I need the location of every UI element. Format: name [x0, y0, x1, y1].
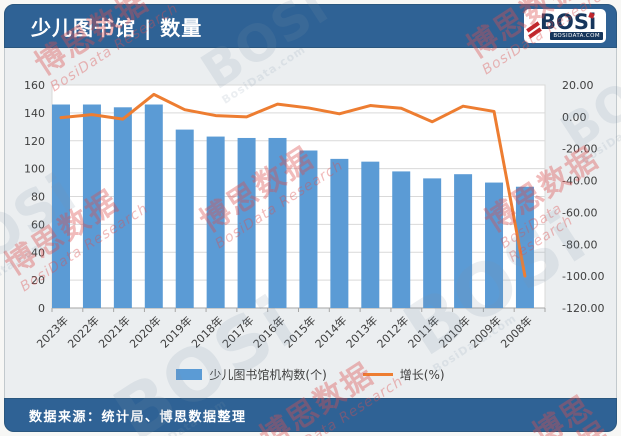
left-axis-tick: 160: [24, 79, 45, 92]
left-axis-tick: 120: [24, 135, 45, 148]
bar-2012年: [392, 171, 411, 308]
legend-item-bars: 少儿图书馆机构数(个): [176, 366, 327, 383]
x-axis-label: 2013年: [343, 313, 380, 350]
bosi-logo: BOSi BOSIDATA.COM: [524, 9, 606, 43]
x-axis-label: 2017年: [219, 313, 256, 350]
x-axis-label: 2020年: [126, 313, 163, 350]
x-axis-label: 2018年: [188, 313, 225, 350]
bar-2013年: [361, 161, 380, 308]
right-axis-tick: -20.00: [562, 143, 597, 156]
growth-line: [59, 92, 527, 278]
x-axis-label: 2015年: [281, 313, 318, 350]
left-axis-tick: 140: [24, 107, 45, 120]
data-source-text: 数据来源：统计局、博思数据整理: [29, 409, 247, 425]
legend-item-line: 增长(%): [362, 366, 445, 383]
right-axis-tick: -120.00: [562, 302, 604, 315]
x-axis-label: 2019年: [157, 313, 194, 350]
bar-2022年: [82, 104, 101, 308]
x-axis-label: 2012年: [374, 313, 411, 350]
bar-2023年: [52, 104, 70, 308]
right-axis-tick: -80.00: [562, 238, 597, 251]
left-axis-tick: 60: [31, 218, 45, 231]
logo-wordmark: BOSi: [540, 10, 597, 34]
right-axis-tick: 0.00: [562, 111, 587, 124]
bar-2011年: [423, 178, 442, 308]
left-axis-tick: 20: [31, 274, 45, 287]
left-axis-tick: 0: [38, 302, 45, 315]
x-axis-label: 2011年: [405, 313, 442, 350]
footer-bar: 数据来源：统计局、博思数据整理: [4, 398, 617, 432]
bar-2018年: [206, 136, 225, 308]
bar-2014年: [330, 158, 349, 308]
x-axis-label: 2009年: [467, 313, 504, 350]
legend-bar-swatch: [176, 369, 203, 380]
legend-bar-label: 少儿图书馆机构数(个): [209, 368, 327, 382]
bar-2021年: [113, 107, 132, 308]
x-axis-label: 2014年: [312, 313, 349, 350]
left-axis-tick: 80: [31, 191, 45, 204]
x-axis-label: 2008年: [498, 313, 535, 350]
bar-2019年: [175, 129, 194, 308]
right-axis-tick: -60.00: [562, 206, 597, 219]
x-axis-label: 2016年: [250, 313, 287, 350]
x-axis-label: 2022年: [65, 313, 102, 350]
bar-2009年: [485, 182, 504, 308]
bar-2017年: [237, 137, 256, 308]
legend-line-swatch: [362, 373, 393, 376]
chart-canvas: 160 140 120 100 80 60 40 20 0 20.00 0.00 -20.00 -40.…: [24, 79, 604, 351]
left-axis-tick: 100: [24, 163, 45, 176]
x-axis-label: 2010年: [436, 313, 473, 350]
right-axis-tick: -40.00: [562, 175, 597, 188]
x-axis-label: 2023年: [34, 313, 71, 350]
bar-2010年: [454, 174, 473, 308]
x-axis-label: 2021年: [96, 313, 133, 350]
bar-2015年: [299, 150, 318, 308]
left-axis-tick: 40: [31, 246, 45, 259]
bar-2016年: [268, 137, 287, 308]
bar-2008年: [515, 186, 534, 308]
logo-site-label: BOSIDATA.COM: [550, 32, 603, 40]
legend-line-label: 增长(%): [399, 368, 445, 382]
right-axis-tick: 20.00: [562, 79, 594, 92]
page-title: 少儿图书馆 | 数量: [31, 15, 203, 40]
bar-2020年: [144, 104, 163, 308]
right-axis-tick: -100.00: [562, 270, 604, 283]
chart-legend: 少儿图书馆机构数(个) 增长(%): [0, 366, 621, 383]
header-bar: 少儿图书馆 | 数量 BOSi BOSIDATA.COM: [4, 4, 617, 48]
